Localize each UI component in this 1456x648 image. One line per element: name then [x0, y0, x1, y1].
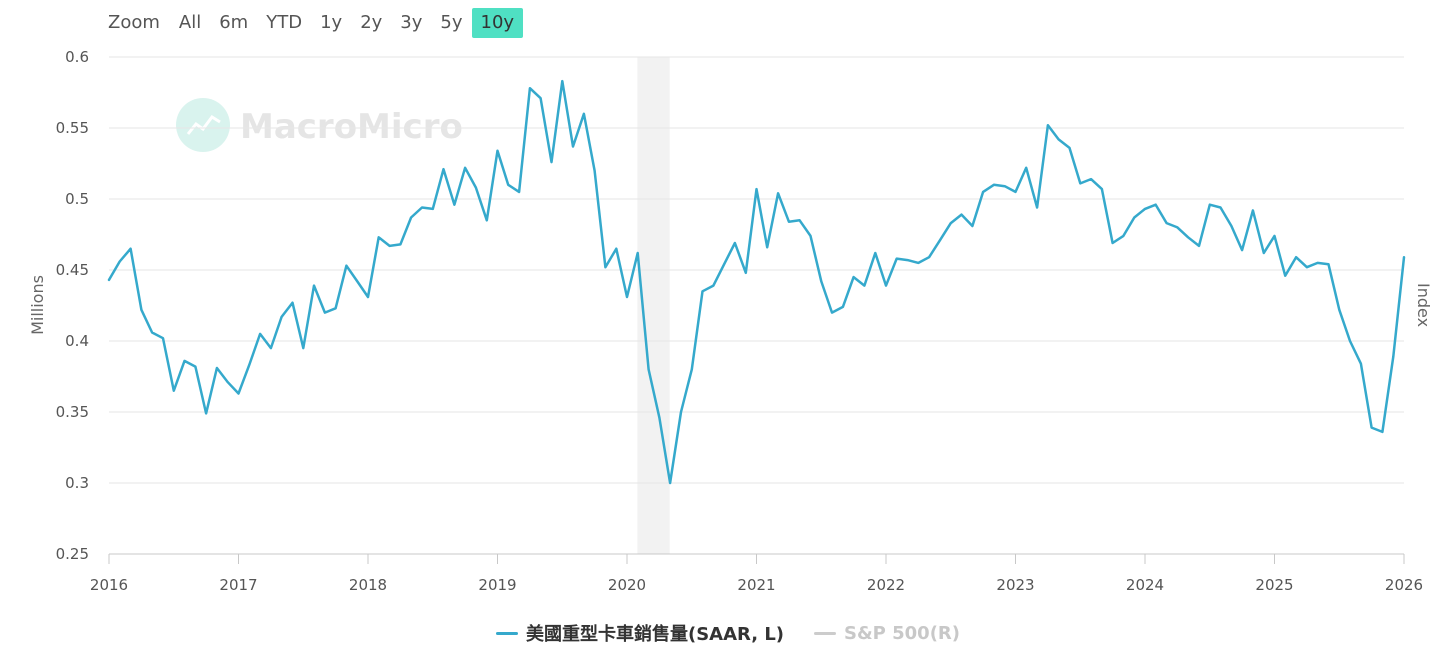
x-tick-label-9: 2025	[1255, 576, 1293, 594]
y-tick-label-3: 0.4	[65, 332, 89, 350]
y-tick-label-5: 0.5	[65, 190, 89, 208]
legend: 美國重型卡車銷售量(SAAR, L) S&P 500(R)	[0, 620, 1456, 646]
y-axis: 0.25 0.3 0.35 0.4 0.45 0.5 0.55 0.6	[56, 48, 89, 563]
x-tick-label-8: 2024	[1126, 576, 1164, 594]
line-chart: MacroMicro 0.250.30.350.40.450.50.550.6 …	[28, 48, 1433, 594]
y-tick-label-7: 0.6	[65, 48, 89, 66]
x-tick-label-3: 2019	[478, 576, 516, 594]
y2-axis-title: Index	[1414, 283, 1433, 327]
watermark-text: MacroMicro	[240, 107, 463, 147]
zoom-ytd-button[interactable]: YTD	[266, 12, 303, 33]
legend-item-sp500[interactable]: S&P 500(R)	[814, 620, 960, 646]
x-tick-label-1: 2017	[219, 576, 257, 594]
zoom-10y-button[interactable]: 10y	[471, 8, 524, 38]
x-tick-label-4: 2020	[608, 576, 646, 594]
legend-item-truck-sales[interactable]: 美國重型卡車銷售量(SAAR, L)	[495, 620, 785, 646]
y-tick-label-6: 0.55	[56, 119, 89, 137]
legend-label-truck-sales: 美國重型卡車銷售量(SAAR, L)	[525, 624, 785, 645]
series-layer	[107, 79, 1406, 485]
legend-swatch-sp500	[814, 631, 837, 635]
watermark-logo-icon	[176, 98, 230, 152]
x-tick-label-7: 2023	[996, 576, 1034, 594]
zoom-2y-button[interactable]: 2y	[360, 12, 383, 33]
watermark: MacroMicro	[176, 98, 463, 152]
y-tick-label-1: 0.3	[65, 474, 89, 492]
series-line-0[interactable]	[107, 79, 1406, 485]
legend-label-sp500: S&P 500(R)	[844, 622, 961, 644]
zoom-6m-button[interactable]: 6m	[219, 12, 249, 33]
x-tick-label-0: 2016	[90, 576, 128, 594]
zoom-label: Zoom	[108, 12, 160, 33]
x-tick-label-6: 2022	[867, 576, 905, 594]
zoom-5y-button[interactable]: 5y	[440, 12, 463, 33]
x-tick-label-5: 2021	[737, 576, 775, 594]
x-tick-label-10: 2026	[1385, 576, 1423, 594]
y-tick-label-4: 0.45	[56, 261, 89, 279]
x-axis: 2016 2017 2018 2019 2020 2021 2022 2023 2024 2025…	[90, 554, 1423, 594]
zoom-3y-button[interactable]: 3y	[400, 12, 423, 33]
zoom-all-button[interactable]: All	[178, 12, 202, 33]
legend-swatch-truck-sales	[495, 631, 518, 635]
x-tick-label-2: 2018	[349, 576, 387, 594]
zoom-bar: Zoom All 6m YTD 1y 2y 3y 5y 10y	[108, 8, 524, 38]
y-tick-label-2: 0.35	[56, 403, 89, 421]
y-axis-title: Millions	[28, 275, 47, 335]
y-tick-label-0: 0.25	[56, 545, 89, 563]
zoom-1y-button[interactable]: 1y	[320, 12, 343, 33]
watermark-logo-line	[186, 114, 221, 135]
